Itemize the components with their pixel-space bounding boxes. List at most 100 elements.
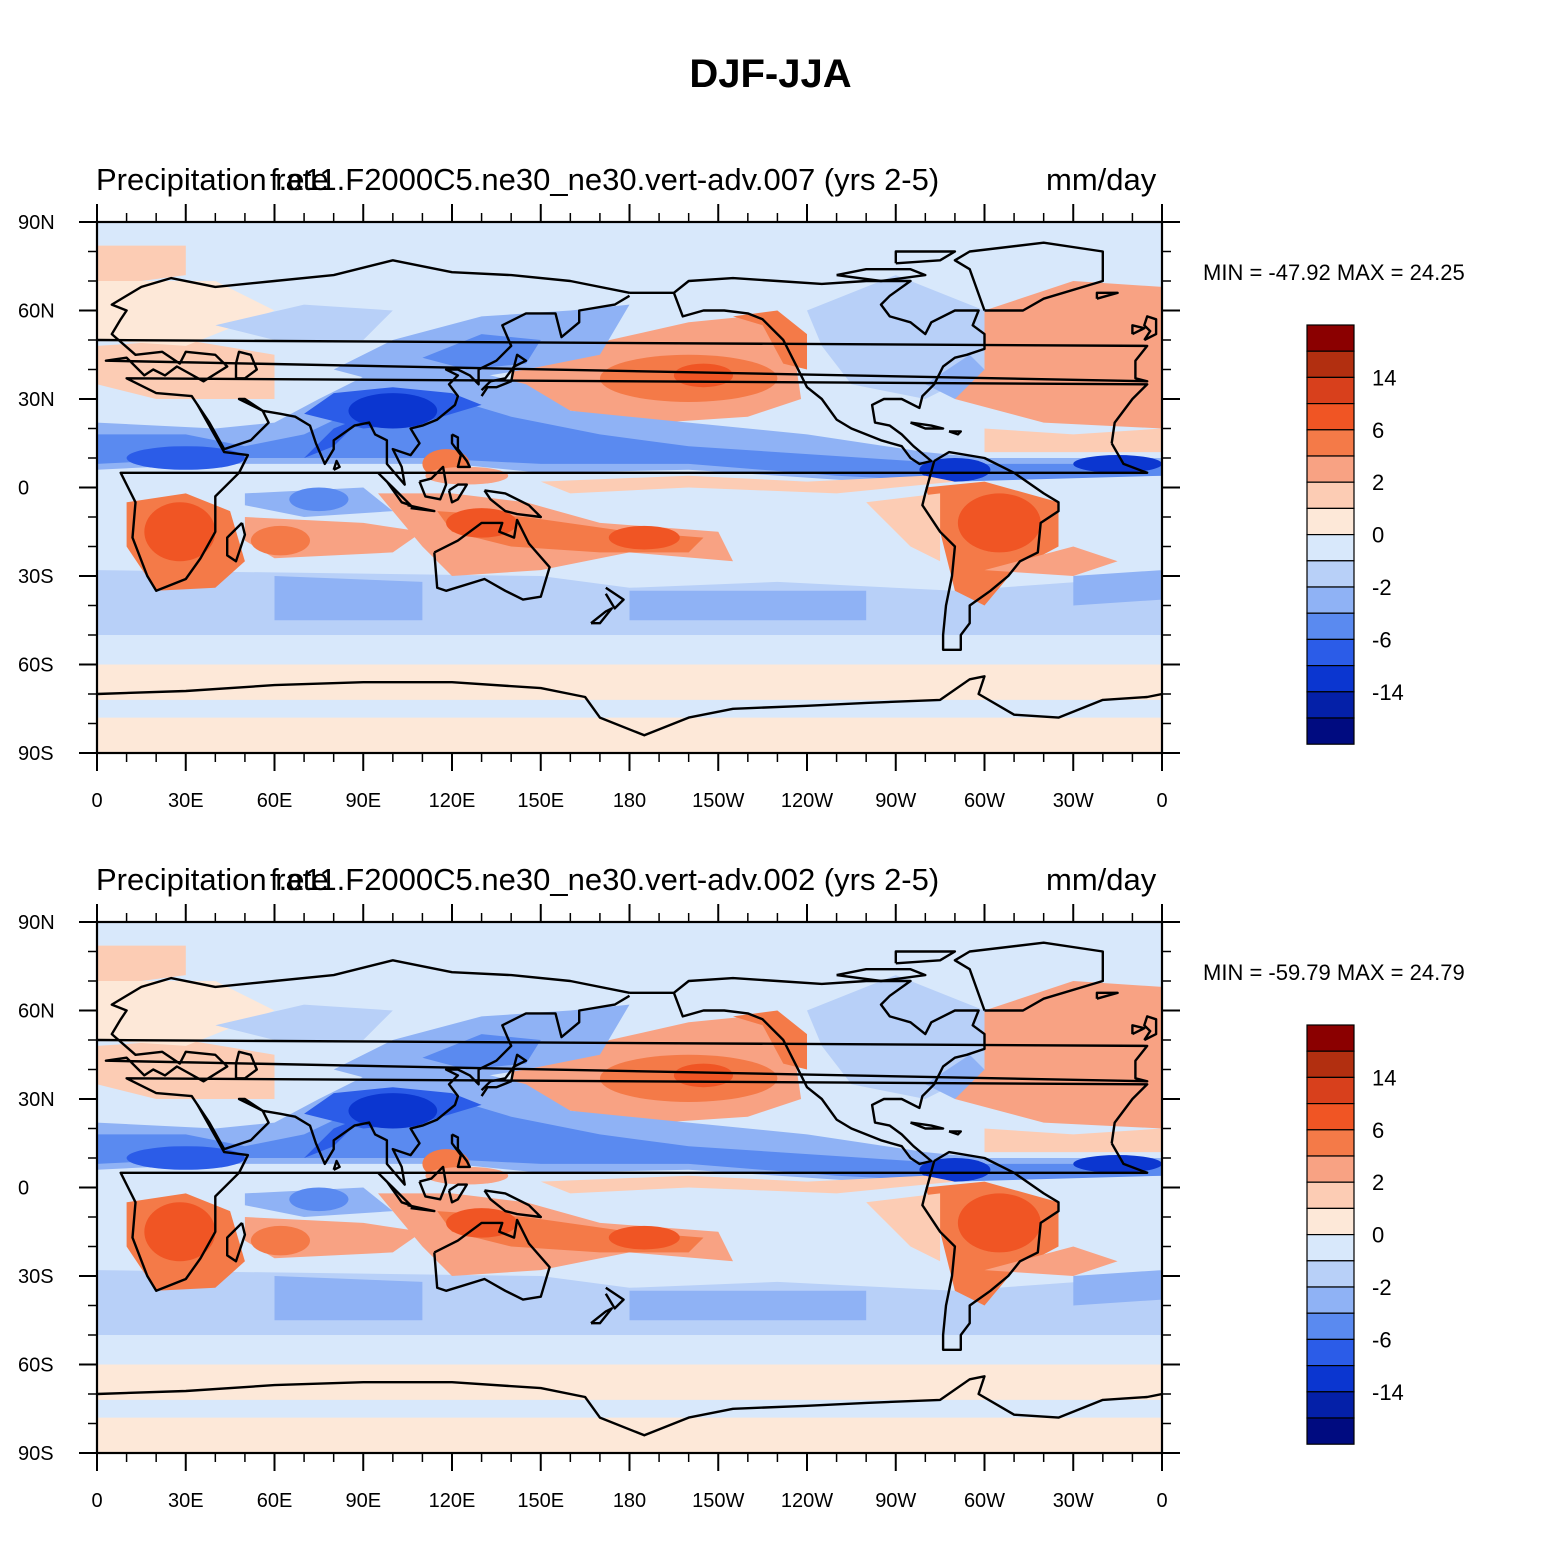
lon-tick-label: 150E	[517, 790, 564, 812]
coastline	[1095, 991, 1119, 1000]
lat-tick-label: 30N	[18, 389, 55, 411]
lat-tick-label: 30N	[18, 1089, 55, 1111]
coastline	[629, 276, 986, 466]
lon-tick-label: 30W	[1053, 790, 1094, 812]
lon-tick-label: 60E	[257, 1490, 293, 1512]
field-region	[215, 1004, 393, 1040]
lon-tick-label: 60W	[964, 1490, 1005, 1512]
lon-tick-label: 0	[91, 790, 102, 812]
lat-tick-label: 0	[18, 1178, 29, 1200]
field-region	[289, 487, 349, 512]
panel-center-label: f.e11.F2000C5.ne30_ne30.vert-adv.002 (yr…	[270, 862, 940, 897]
colorbar-box	[1306, 1417, 1355, 1445]
field-region	[984, 1246, 1118, 1276]
colorbar-label: 6	[1372, 418, 1384, 443]
coastline	[97, 1375, 1162, 1437]
field-region	[807, 975, 985, 1099]
lat-tick-label: 60S	[18, 1355, 54, 1377]
colorbar-box	[1306, 376, 1355, 405]
coastline	[433, 518, 551, 601]
coastline	[226, 522, 247, 563]
field-region	[733, 1010, 807, 1070]
colorbar-label: 0	[1372, 1223, 1384, 1248]
field-region	[348, 393, 438, 429]
map-fill-layer	[97, 222, 1162, 753]
lat-tick-label: 90S	[18, 743, 54, 765]
colorbar-label: -2	[1372, 575, 1392, 600]
colorbar-box	[1306, 691, 1355, 719]
field-region	[425, 1166, 509, 1185]
colorbar-box	[1306, 717, 1355, 745]
field-region	[425, 466, 509, 485]
colorbar-boxes: 14 6 2 0 -2 -6 -14	[1306, 1024, 1404, 1445]
colorbar-box	[1306, 1155, 1355, 1183]
coastline	[377, 1171, 412, 1207]
colorbar-box	[1306, 1076, 1355, 1105]
coastline	[1131, 1024, 1146, 1036]
field-region	[1073, 1155, 1162, 1173]
coastline	[480, 353, 528, 397]
colorbar-label: -14	[1372, 1380, 1404, 1405]
field-region	[215, 304, 393, 340]
field-region	[954, 281, 1162, 429]
colorbar-box	[1306, 1129, 1355, 1157]
lon-tick-label: 120E	[429, 1490, 476, 1512]
coastline	[948, 430, 962, 436]
coastline	[910, 421, 945, 430]
colorbar-box	[1306, 350, 1355, 378]
lat-tick-label: 30S	[18, 566, 54, 588]
lat-tick-label: 60N	[18, 301, 55, 323]
coastline	[377, 471, 412, 507]
field-region	[126, 446, 245, 470]
colorbar-box	[1306, 481, 1355, 510]
coastline	[480, 1053, 528, 1097]
coastline	[590, 607, 613, 625]
coastline	[836, 968, 927, 983]
field-region	[540, 1175, 955, 1194]
coastline	[234, 1050, 258, 1080]
coastline	[97, 959, 1149, 1083]
field-region	[919, 458, 991, 482]
colorbar-box	[1306, 1024, 1355, 1052]
colorbar-box	[1306, 1234, 1355, 1262]
coastline	[97, 675, 1162, 737]
colorbar-label: 14	[1372, 365, 1396, 390]
colorbar-label: 2	[1372, 1170, 1384, 1195]
field-region	[957, 1193, 1041, 1253]
colorbar-box	[1306, 1338, 1355, 1367]
coastline	[953, 241, 1104, 312]
colorbar-box	[1306, 1207, 1355, 1236]
field-region	[97, 1417, 1162, 1453]
coastline	[910, 1121, 945, 1130]
panel-center-label: f.e11.F2000C5.ne30_ne30.vert-adv.007 (yr…	[270, 162, 940, 197]
coastline	[407, 1204, 436, 1213]
field-region	[866, 1193, 941, 1262]
coastline	[483, 1189, 542, 1219]
field-region	[126, 1146, 245, 1170]
lon-tick-label: 60W	[964, 790, 1005, 812]
field-region	[289, 1187, 349, 1212]
field-region	[97, 1364, 1162, 1400]
field-region	[957, 493, 1041, 553]
field-region	[733, 310, 807, 370]
coastline	[948, 1130, 962, 1136]
coastline	[629, 976, 986, 1166]
field-region	[673, 1063, 734, 1088]
coastline	[1143, 315, 1158, 342]
panel-left-label: Precipitation rate	[96, 162, 329, 197]
colorbar-box	[1306, 612, 1355, 641]
field-region	[97, 281, 275, 346]
coastline	[1131, 324, 1146, 336]
colorbar-box	[1306, 1391, 1355, 1419]
figure-title: DJF-JJA	[689, 52, 852, 96]
colorbar-box	[1306, 664, 1355, 693]
field-region	[608, 525, 680, 550]
lon-tick-label: 60E	[257, 790, 293, 812]
field-region	[97, 717, 1162, 753]
coastline	[332, 1159, 341, 1171]
field-region	[97, 664, 1162, 700]
lon-tick-label: 120E	[429, 790, 476, 812]
panel-units-label: mm/day	[1046, 162, 1157, 197]
colorbar-box	[1306, 1286, 1355, 1314]
lat-tick-label: 0	[18, 478, 29, 500]
